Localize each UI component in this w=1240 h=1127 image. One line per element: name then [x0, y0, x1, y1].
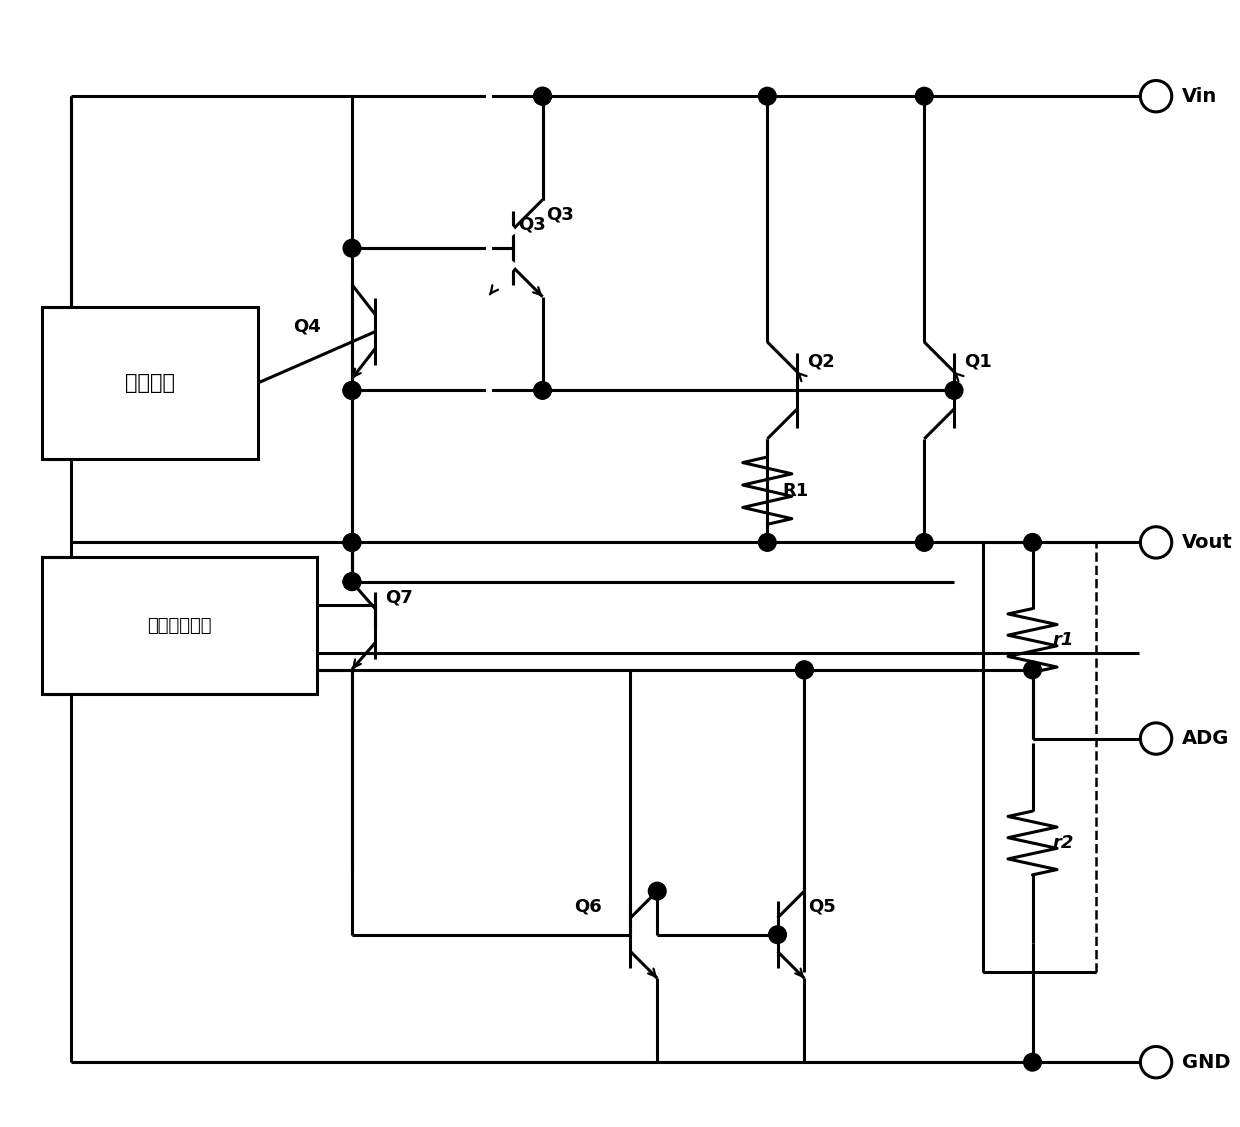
Circle shape	[1024, 1054, 1042, 1071]
Text: 启动模块: 启动模块	[125, 373, 175, 393]
Circle shape	[343, 533, 361, 551]
Circle shape	[915, 533, 932, 551]
Circle shape	[1024, 533, 1042, 551]
Text: GND: GND	[1182, 1053, 1230, 1072]
Circle shape	[343, 382, 361, 399]
Circle shape	[533, 88, 552, 105]
Text: Q1: Q1	[963, 353, 992, 371]
Text: R1: R1	[782, 481, 808, 499]
Text: 环路控制模块: 环路控制模块	[148, 616, 212, 635]
Circle shape	[343, 239, 361, 257]
Text: Q3: Q3	[547, 206, 574, 223]
Text: Vin: Vin	[1182, 87, 1216, 106]
Text: Q4: Q4	[294, 318, 321, 336]
Circle shape	[915, 88, 932, 105]
Circle shape	[796, 662, 813, 678]
Circle shape	[343, 573, 361, 591]
Circle shape	[945, 382, 963, 399]
Circle shape	[796, 662, 813, 678]
Text: Q2: Q2	[807, 353, 835, 371]
Text: r2: r2	[1052, 834, 1074, 852]
Text: r1: r1	[1052, 631, 1074, 649]
Circle shape	[343, 573, 361, 591]
Circle shape	[1024, 662, 1042, 678]
Text: Q5: Q5	[807, 897, 836, 915]
Circle shape	[343, 533, 361, 551]
Bar	[42, 307, 258, 459]
Circle shape	[533, 382, 552, 399]
Circle shape	[533, 88, 552, 105]
Text: Q6: Q6	[574, 897, 603, 915]
Circle shape	[759, 88, 776, 105]
Circle shape	[343, 382, 361, 399]
Text: Q7: Q7	[386, 588, 413, 606]
Text: Q3: Q3	[517, 215, 546, 233]
Circle shape	[759, 533, 776, 551]
Circle shape	[649, 882, 666, 900]
Bar	[42, 557, 316, 694]
Text: ADG: ADG	[1182, 729, 1229, 748]
Circle shape	[769, 926, 786, 943]
Text: Vout: Vout	[1182, 533, 1233, 552]
